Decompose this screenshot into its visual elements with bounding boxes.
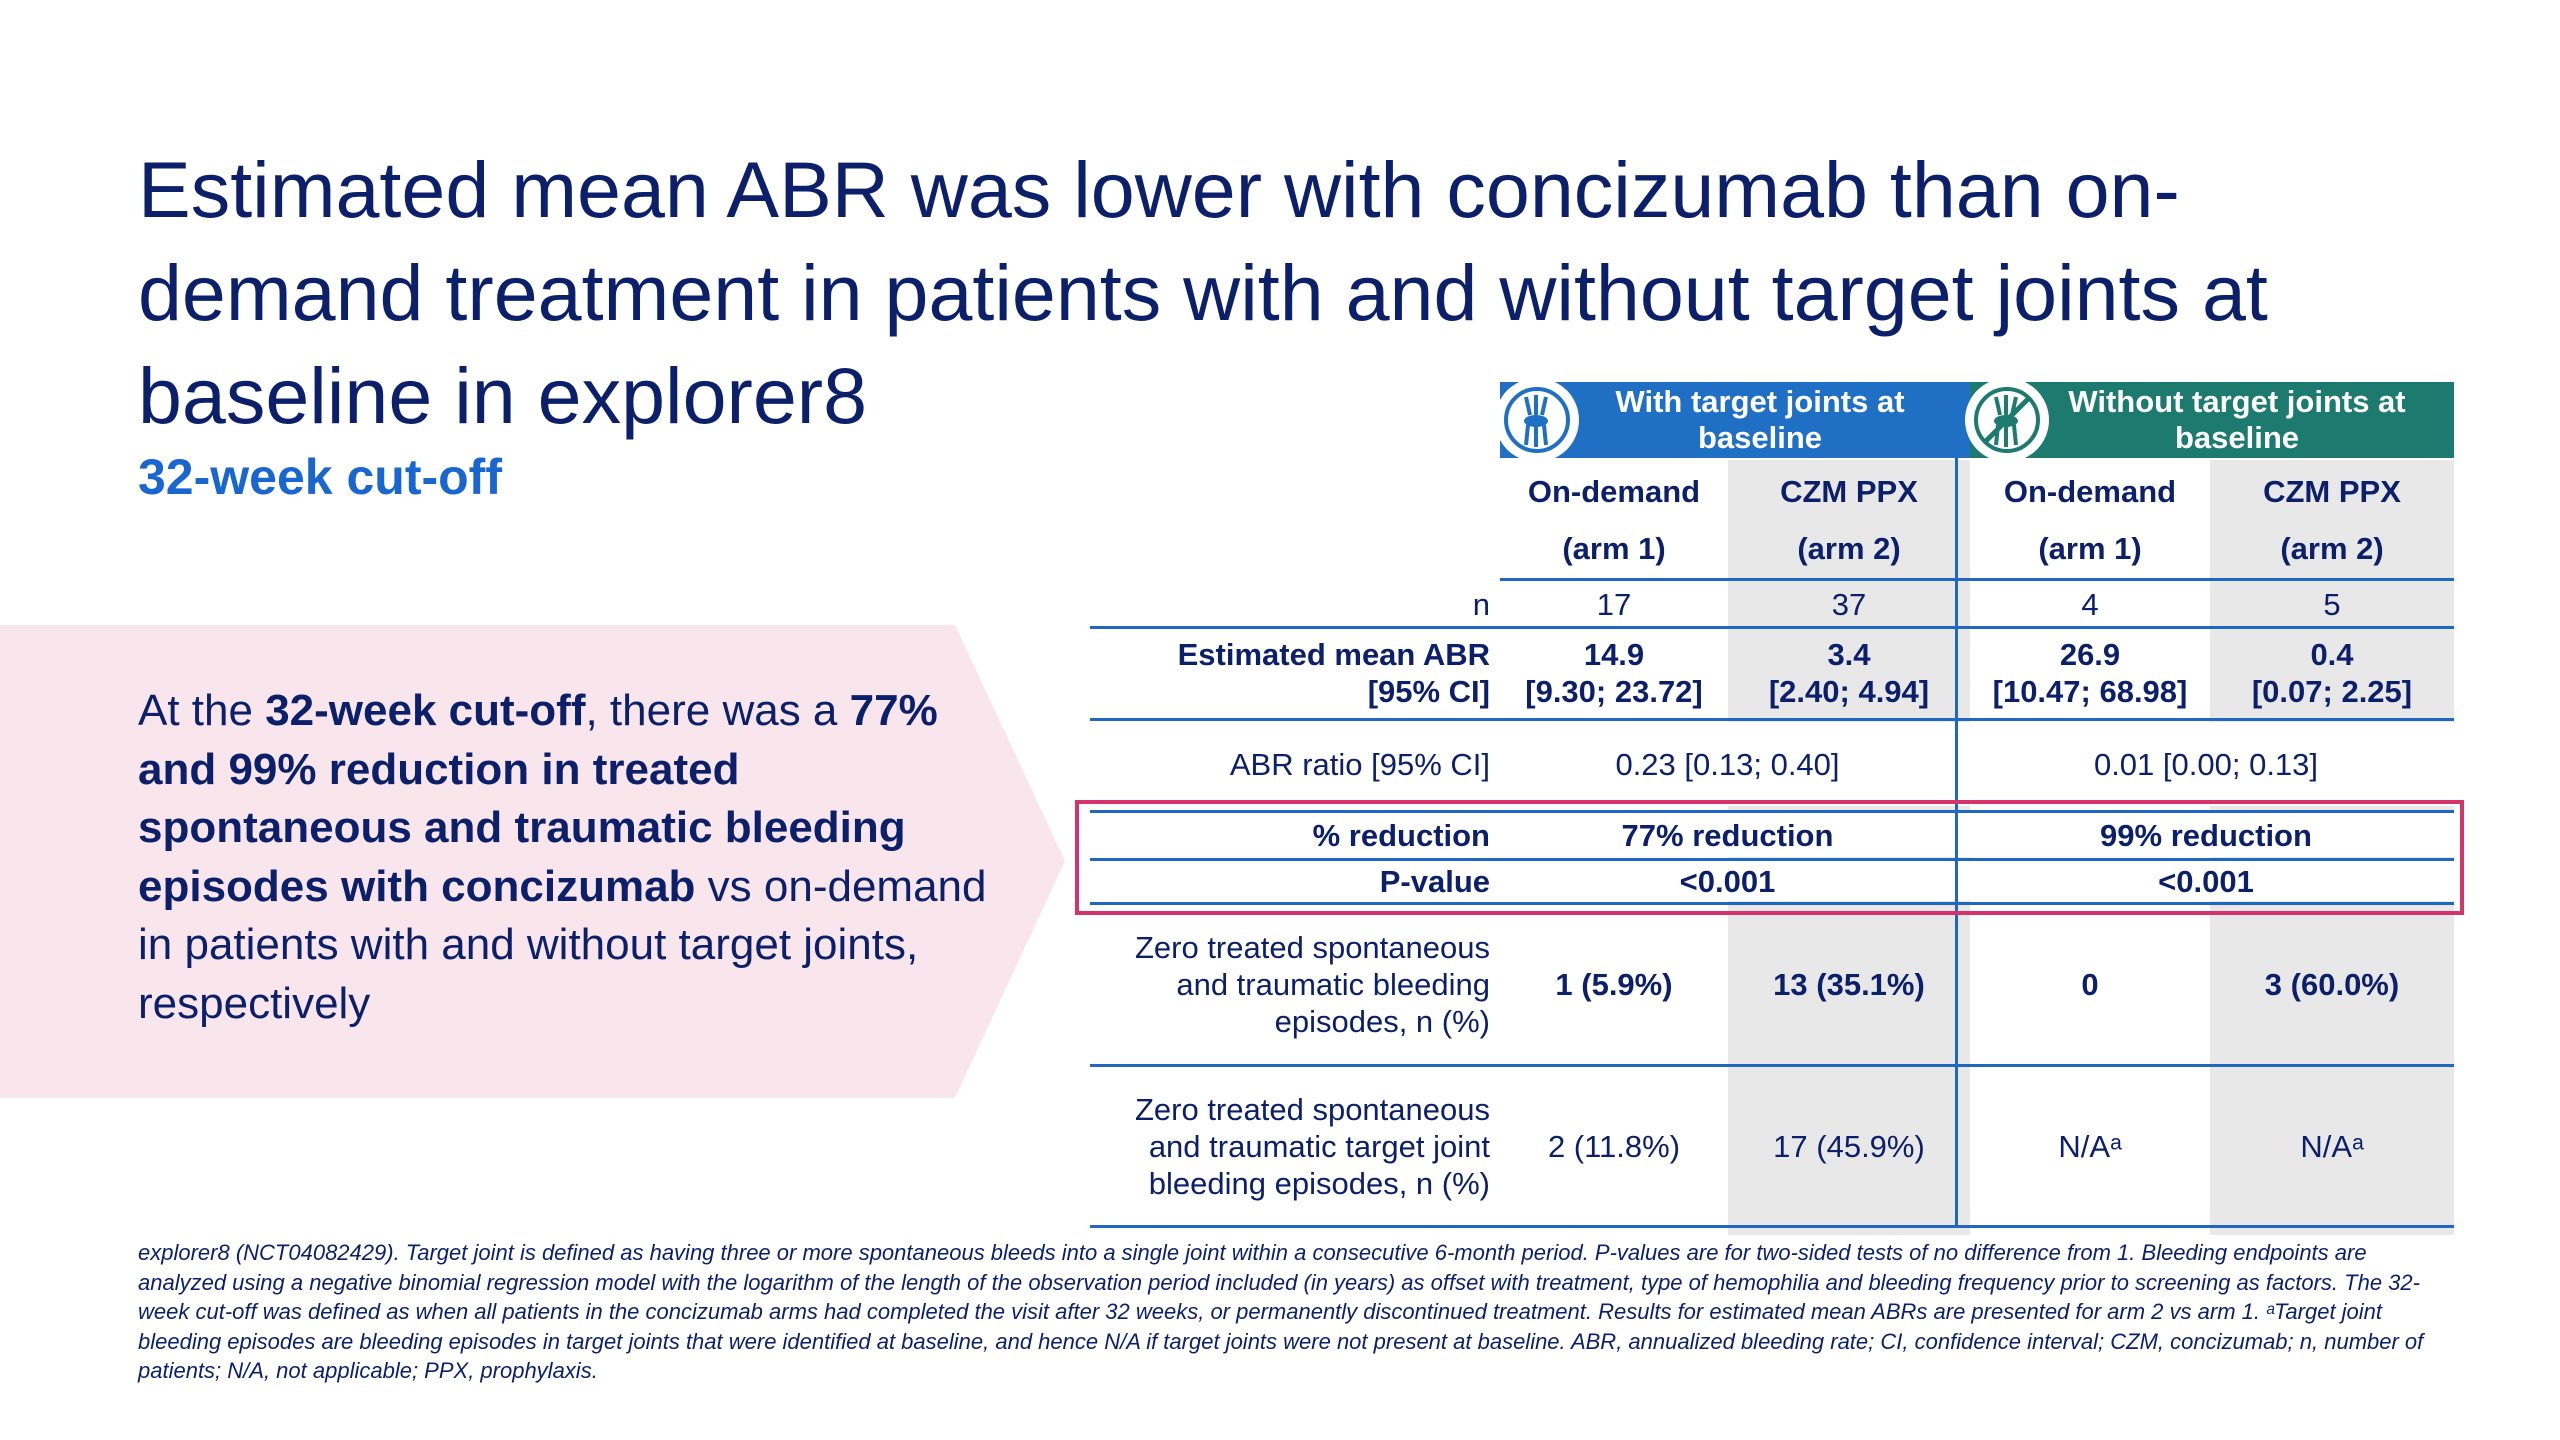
abr-ratio-with: 0.23 [0.13; 0.40] xyxy=(1500,722,1955,806)
reduction-highlight-box xyxy=(1075,800,2464,915)
rule-below-zero-bleeds xyxy=(1090,1064,2454,1067)
reduction-without: 99% reduction xyxy=(1958,813,2454,857)
row-label-abr: Estimated mean ABR [95% CI] xyxy=(1177,637,1490,709)
row-label-zero-bleeds: Zero treated spontaneous and traumatic bl… xyxy=(1134,929,1490,1039)
row-label-reduction: % reduction xyxy=(1312,817,1490,853)
n-value: 37 xyxy=(1831,586,1867,622)
row-label-pvalue: P-value xyxy=(1379,863,1490,899)
page-subtitle: 32-week cut-off xyxy=(138,449,502,505)
callout-arrow xyxy=(0,625,1065,1098)
row-label-n: n xyxy=(1472,586,1490,622)
zero-bleeds-value: 3 (60.0%) xyxy=(2264,966,2400,1002)
rule-table-bottom xyxy=(1090,1225,2454,1228)
row-label-zero-joint-bleeds: Zero treated spontaneous and traumatic ta… xyxy=(1134,1091,1490,1201)
zero-joint-bleeds-value: 2 (11.8%) xyxy=(1547,1128,1681,1164)
joint-icon xyxy=(1495,378,1579,462)
rule-above-reduction xyxy=(1090,810,2454,813)
col-header-arm1-without: (arm 1) xyxy=(2038,530,2142,566)
col-header-arm1-with: (arm 1) xyxy=(1562,530,1666,566)
abr-ratio-without: 0.01 [0.00; 0.13] xyxy=(1958,722,2454,806)
zero-bleeds-value: 13 (35.1%) xyxy=(1773,966,1925,1002)
n-value: 5 xyxy=(2323,586,2341,622)
col-header-on-demand-with: On-demand xyxy=(1527,473,1701,509)
zero-joint-bleeds-value: N/Aᵃ xyxy=(2300,1128,2364,1164)
rule-below-abr xyxy=(1090,718,2454,721)
zero-joint-bleeds-value: N/Aᵃ xyxy=(2058,1128,2122,1164)
group-label-without: Without target joints at baseline xyxy=(2068,384,2406,455)
abr-value: 26.9 [10.47; 68.98] xyxy=(1992,637,2188,709)
n-value: 4 xyxy=(2081,586,2099,622)
rule-below-n xyxy=(1090,626,2454,629)
col-header-arm2-with: (arm 2) xyxy=(1797,530,1901,566)
group-header-without-target-joints: Without target joints at baseline xyxy=(1965,378,2454,462)
rule-between-reduction-pvalue xyxy=(1090,858,2454,861)
group-divider-merged xyxy=(1955,722,1958,904)
group-label-with: With target joints at baseline xyxy=(1615,384,1905,455)
rule-below-pvalue xyxy=(1090,902,2454,905)
joint-crossed-icon xyxy=(1965,378,2049,462)
col-header-on-demand-without: On-demand xyxy=(2003,473,2177,509)
rule-below-headers xyxy=(1500,578,2454,581)
abr-value: 0.4 [0.07; 2.25] xyxy=(2251,637,2413,709)
col-header-czm-without: CZM PPX xyxy=(2263,473,2401,509)
col-header-czm-with: CZM PPX xyxy=(1780,473,1918,509)
abr-value: 14.9 [9.30; 23.72] xyxy=(1525,637,1703,709)
page-title: Estimated mean ABR was lower with conciz… xyxy=(138,145,2268,440)
pvalue-with: <0.001 xyxy=(1500,861,1955,901)
zero-bleeds-value: 0 xyxy=(2081,966,2099,1002)
col-header-arm2-without: (arm 2) xyxy=(2280,530,2384,566)
abr-value: 3.4 [2.40; 4.94] xyxy=(1768,637,1930,709)
reduction-with: 77% reduction xyxy=(1500,813,1955,857)
footnote: explorer8 (NCT04082429). Target joint is… xyxy=(138,1240,2424,1383)
n-value: 17 xyxy=(1596,586,1632,622)
group-header-with-target-joints: With target joints at baseline xyxy=(1495,378,1970,462)
callout-text: At the 32-week cut-off, there was a 77% … xyxy=(138,686,987,1028)
zero-joint-bleeds-value: 17 (45.9%) xyxy=(1773,1128,1925,1164)
row-label-abr-ratio: ABR ratio [95% CI] xyxy=(1229,746,1490,782)
zero-bleeds-value: 1 (5.9%) xyxy=(1555,966,1673,1002)
pvalue-without: <0.001 xyxy=(1958,861,2454,901)
